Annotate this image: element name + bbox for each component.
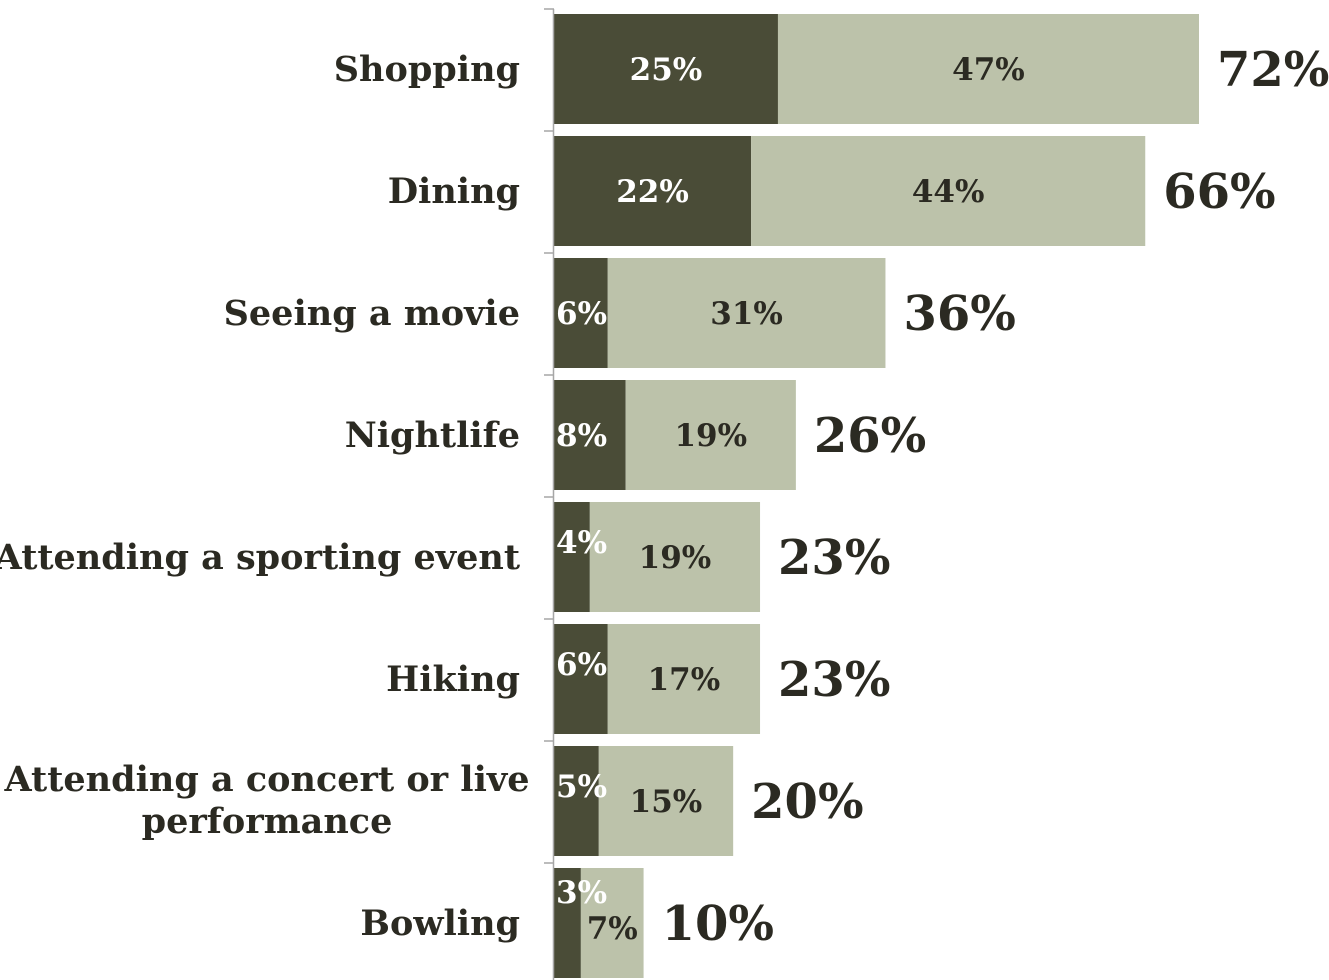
bar-segment-1 bbox=[554, 746, 599, 856]
segment-1-value-label: 25% bbox=[630, 52, 703, 88]
category-label: Nightlife bbox=[345, 415, 520, 456]
bar-segment-1 bbox=[554, 14, 778, 124]
segment-2-value-label: 7% bbox=[587, 911, 638, 947]
category-label: Bowling bbox=[360, 903, 520, 944]
total-value-label: 23% bbox=[778, 530, 890, 586]
total-value-label: 26% bbox=[814, 408, 926, 464]
segment-1-value-label: 3% bbox=[556, 875, 607, 911]
bar-segment-2 bbox=[777, 14, 1199, 124]
category-label: Attending a sporting event bbox=[0, 537, 520, 578]
category-label: Shopping bbox=[334, 49, 520, 90]
segment-1-value-label: 8% bbox=[556, 418, 607, 454]
total-value-label: 23% bbox=[778, 652, 890, 708]
bar-segment-2 bbox=[598, 746, 734, 856]
segment-2-value-label: 15% bbox=[630, 784, 703, 820]
bar-segment-2 bbox=[580, 868, 644, 978]
segment-2-value-label: 47% bbox=[952, 52, 1025, 88]
category-label: Seeing a movie bbox=[224, 293, 520, 334]
total-value-label: 10% bbox=[662, 896, 774, 952]
segment-2-value-label: 19% bbox=[639, 540, 712, 576]
total-value-label: 66% bbox=[1163, 164, 1275, 220]
bar-segment-2 bbox=[589, 502, 761, 612]
category-label: Hiking bbox=[386, 659, 520, 700]
segment-1-value-label: 6% bbox=[556, 296, 607, 332]
total-value-label: 72% bbox=[1217, 42, 1329, 98]
bar-segment-1 bbox=[554, 258, 608, 368]
total-value-label: 36% bbox=[903, 286, 1015, 342]
category-label: Dining bbox=[388, 171, 520, 212]
segment-1-value-label: 5% bbox=[556, 769, 607, 805]
segment-2-value-label: 17% bbox=[648, 662, 721, 698]
segment-1-value-label: 6% bbox=[556, 647, 607, 683]
bar-segment-1 bbox=[554, 380, 626, 490]
bar-segment-1 bbox=[554, 868, 581, 978]
bar-segment-1 bbox=[554, 136, 752, 246]
bar-segment-2 bbox=[607, 624, 761, 734]
bar-segment-1 bbox=[554, 502, 590, 612]
bar-segment-2 bbox=[751, 136, 1146, 246]
bar-segment-1 bbox=[554, 624, 608, 734]
bar-segment-2 bbox=[607, 258, 886, 368]
segment-2-value-label: 31% bbox=[710, 296, 783, 332]
segment-2-value-label: 44% bbox=[912, 174, 985, 210]
category-label: Attending a concert or live performance bbox=[4, 759, 530, 842]
segment-1-value-label: 22% bbox=[616, 174, 689, 210]
segment-1-value-label: 4% bbox=[556, 525, 607, 561]
segment-2-value-label: 19% bbox=[674, 418, 747, 454]
bar-segment-2 bbox=[625, 380, 796, 490]
total-value-label: 20% bbox=[751, 774, 863, 830]
